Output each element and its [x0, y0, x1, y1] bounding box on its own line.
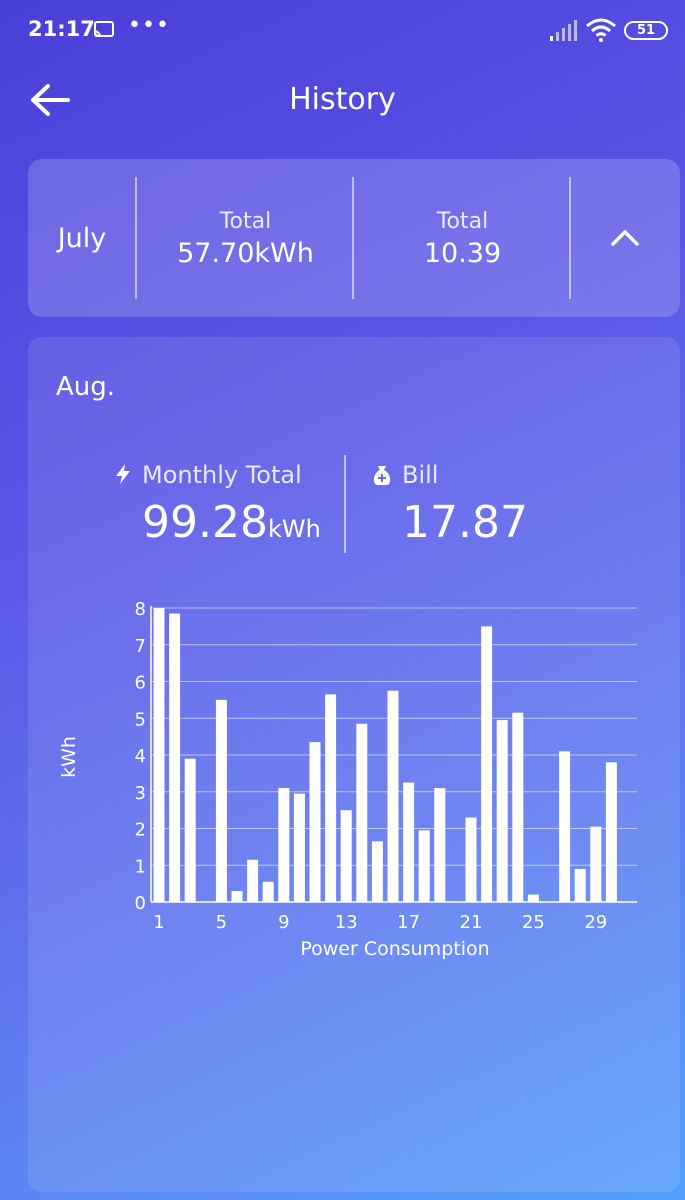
- bar-day-14: [356, 723, 368, 902]
- current-month-label: Aug.: [56, 372, 116, 402]
- summary-bill-label: Total: [436, 209, 489, 234]
- cast-icon: [93, 21, 114, 38]
- previous-month-summary[interactable]: July Total 57.70kWh Total 10.39: [28, 159, 680, 317]
- x-tick-label: 9: [278, 912, 289, 933]
- signal-icon: [550, 20, 577, 41]
- bar-day-15: [371, 841, 383, 902]
- x-tick-label: 29: [584, 912, 607, 933]
- bar-day-2: [169, 613, 181, 902]
- current-month-card: Aug. Monthly Total 99.28kWh Bill 17.87 0…: [28, 337, 680, 1192]
- bar-day-30: [605, 762, 617, 902]
- y-tick-label: 1: [135, 856, 146, 877]
- x-tick-label: 1: [153, 912, 164, 933]
- y-tick-label: 7: [135, 636, 146, 657]
- x-tick-label: 17: [397, 912, 420, 933]
- summary-bill: Total 10.39: [355, 209, 570, 269]
- bar-day-3: [184, 758, 196, 902]
- bar-day-22: [481, 626, 493, 902]
- bar-day-18: [418, 830, 430, 902]
- summary-energy: Total 57.70kWh: [138, 209, 353, 269]
- bar-day-17: [403, 782, 415, 902]
- bar-day-16: [387, 690, 399, 902]
- y-tick-label: 4: [135, 746, 146, 767]
- page-title: History: [289, 82, 396, 117]
- x-tick-label: 5: [216, 912, 227, 933]
- bar-day-27: [559, 751, 571, 902]
- lightning-icon: [116, 464, 130, 484]
- back-arrow-icon[interactable]: [28, 78, 74, 124]
- wifi-icon: [586, 18, 616, 42]
- summary-month: July: [57, 223, 107, 254]
- monthly-total-unit: kWh: [267, 515, 321, 543]
- more-notifications-icon: •••: [128, 13, 170, 38]
- x-tick-label: 21: [460, 912, 483, 933]
- stat-divider: [344, 455, 346, 553]
- y-tick-label: 2: [135, 820, 146, 841]
- bar-day-1: [153, 608, 165, 902]
- bar-day-19: [434, 788, 446, 902]
- bar-day-11: [309, 742, 321, 902]
- x-tick-label: 13: [335, 912, 358, 933]
- y-axis-title: kWh: [58, 736, 80, 778]
- divider: [569, 177, 571, 299]
- monthly-total-number: 99.28: [142, 497, 268, 548]
- money-bag-icon: [373, 466, 391, 485]
- bar-day-6: [231, 890, 243, 902]
- bar-day-8: [262, 881, 274, 902]
- summary-bill-value: 10.39: [423, 238, 502, 269]
- monthly-total-label: Monthly Total: [142, 461, 302, 489]
- bar-day-10: [293, 793, 305, 902]
- bar-day-29: [590, 826, 602, 902]
- chevron-up-icon[interactable]: [608, 221, 642, 255]
- bar-day-21: [465, 817, 477, 902]
- divider: [135, 177, 137, 299]
- summary-energy-label: Total: [219, 209, 272, 234]
- bar-day-24: [512, 712, 524, 902]
- summary-energy-value: 57.70kWh: [177, 238, 314, 269]
- y-tick-label: 0: [135, 893, 146, 914]
- bar-day-12: [325, 694, 337, 902]
- bar-day-5: [215, 699, 227, 902]
- bar-day-9: [278, 788, 290, 902]
- bar-day-7: [247, 859, 259, 902]
- x-tick-label: 25: [522, 912, 545, 933]
- y-tick-label: 5: [135, 709, 146, 730]
- bill-value: 17.87: [402, 497, 528, 548]
- bar-day-13: [340, 810, 352, 902]
- bar-day-25: [527, 894, 539, 902]
- battery-indicator: 51: [624, 21, 668, 40]
- y-tick-label: 8: [135, 599, 146, 620]
- status-bar: 21:17 ••• 51: [0, 0, 685, 60]
- status-time: 21:17: [28, 17, 95, 41]
- bar-day-23: [496, 720, 508, 902]
- y-tick-label: 6: [135, 673, 146, 694]
- x-axis-title: Power Consumption: [300, 938, 490, 960]
- bar-day-28: [574, 868, 586, 902]
- bill-label: Bill: [402, 461, 439, 489]
- divider: [352, 177, 354, 299]
- y-tick-label: 3: [135, 783, 146, 804]
- monthly-total-value: 99.28kWh: [142, 497, 321, 548]
